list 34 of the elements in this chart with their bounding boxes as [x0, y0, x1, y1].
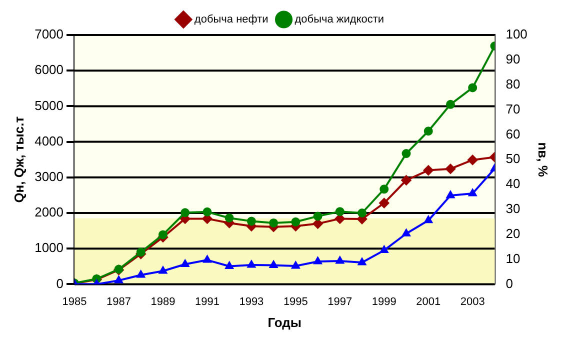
- y2-tick-label: 10: [506, 250, 520, 266]
- y-tick-label: 2000: [34, 204, 64, 220]
- x-tick-label: 2001: [416, 296, 441, 308]
- y-tick-label: 3000: [34, 168, 64, 184]
- y2-tick-label: 70: [506, 101, 520, 116]
- y2-tick-label: 90: [506, 52, 520, 66]
- y-tick-label: 4000: [34, 133, 64, 148]
- y2-tick-label: 100: [506, 26, 528, 42]
- x-tick-label: 1985: [62, 296, 87, 308]
- legend-label: добыча жидкости: [294, 14, 384, 26]
- x-tick-label: 2003: [460, 296, 485, 308]
- x-tick-label: 1999: [372, 296, 396, 308]
- x-tick-label: 1989: [150, 296, 176, 308]
- y-tick-label: 5000: [34, 98, 64, 113]
- x-tick-label: 1995: [283, 296, 308, 308]
- x-tick-label: 1991: [194, 296, 220, 308]
- y2-tick-label: 60: [506, 126, 520, 142]
- y2-tick-label: 30: [506, 201, 520, 216]
- x-tick-label: 1987: [106, 296, 131, 308]
- y-tick-label: 7000: [34, 26, 64, 42]
- x-tick-label: 1993: [239, 296, 264, 308]
- y-tick-label: 1000: [34, 240, 64, 256]
- y2-tick-label: 20: [506, 226, 520, 241]
- y-tick-label: 0: [56, 276, 64, 291]
- y-tick-label: 6000: [34, 62, 64, 78]
- legend-label: добыча нефти: [194, 14, 268, 26]
- y-axis-title: Qн, Qж, тыс.т: [11, 116, 26, 203]
- y2-tick-label: 80: [506, 76, 520, 92]
- y2-tick-label: 0: [506, 276, 513, 291]
- y2-tick-label: 50: [506, 151, 520, 166]
- x-axis-title: Годы: [268, 314, 302, 330]
- x-tick-label: 1997: [328, 296, 352, 308]
- y2-tick-label: 40: [506, 176, 520, 192]
- y2-axis-title: nв, %: [536, 142, 551, 178]
